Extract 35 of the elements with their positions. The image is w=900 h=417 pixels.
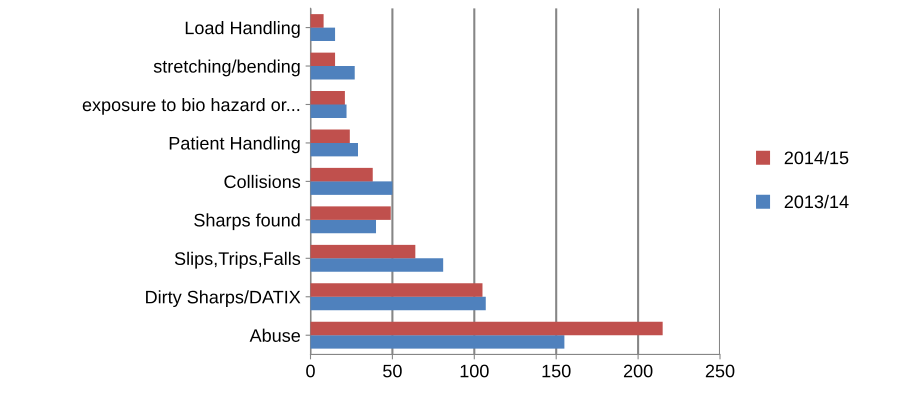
bar xyxy=(310,181,392,195)
bar xyxy=(310,283,482,297)
x-tick-label: 0 xyxy=(306,364,315,378)
bar xyxy=(310,129,350,143)
bar xyxy=(310,168,373,182)
bar xyxy=(310,52,336,66)
bar xyxy=(310,258,444,272)
x-tick-label: 100 xyxy=(460,364,489,378)
y-tick-label: exposure to bio hazard or... xyxy=(82,98,300,115)
bar xyxy=(310,220,376,234)
y-tick-label: Load Handling xyxy=(186,21,300,38)
x-tick-label: 200 xyxy=(624,364,652,378)
bar xyxy=(310,335,564,349)
x-tick-label: 250 xyxy=(706,364,734,378)
bar xyxy=(310,104,347,118)
y-tick-label: Collisions xyxy=(224,174,300,188)
y-tick-label: Sharps found xyxy=(194,213,300,230)
bar xyxy=(310,14,324,28)
bar xyxy=(310,322,663,336)
bar xyxy=(310,28,336,42)
legend-label: 2013/14 xyxy=(784,194,849,208)
x-tick-label: 50 xyxy=(383,364,402,378)
bar xyxy=(310,142,358,156)
bar xyxy=(310,91,345,104)
x-tick-label: 150 xyxy=(542,364,571,378)
y-tick-label: stretching/bending xyxy=(154,59,300,76)
y-tick-label: Abuse xyxy=(250,328,300,342)
y-tick-label: Slips,Trips,Falls xyxy=(174,252,300,269)
y-tick-label: Patient Handling xyxy=(170,136,300,154)
bar xyxy=(310,66,355,80)
bar xyxy=(310,244,416,258)
legend-label: 2014/15 xyxy=(784,151,848,164)
bar xyxy=(310,296,486,310)
bar xyxy=(310,206,391,220)
y-tick-label: Dirty Sharps/DATIX xyxy=(146,290,300,308)
